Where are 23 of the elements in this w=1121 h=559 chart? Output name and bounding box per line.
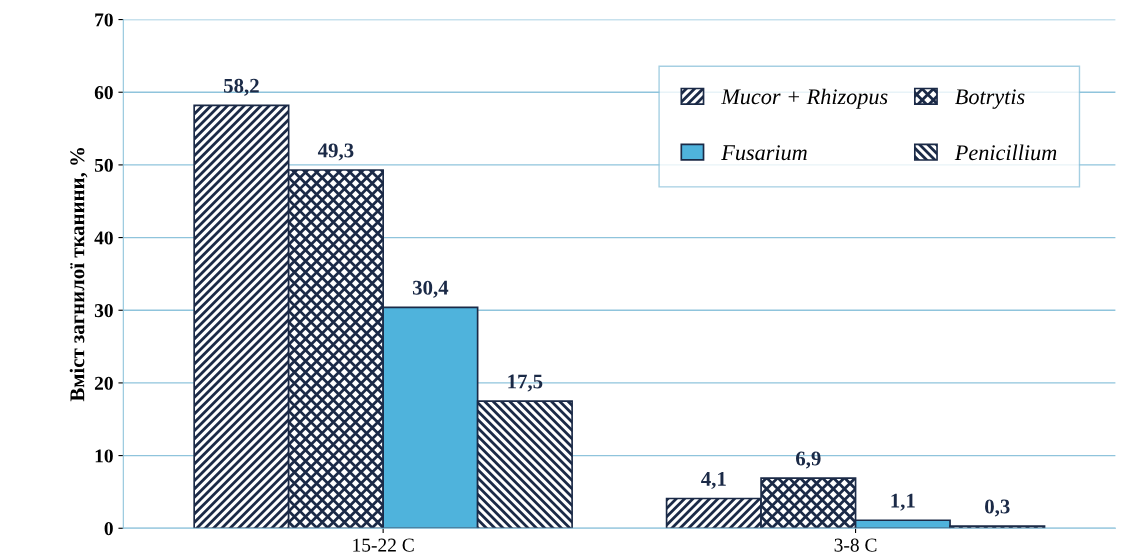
- y-tick-label: 60: [94, 86, 113, 100]
- y-axis-title: Вміст загнилої тканини, %: [69, 148, 88, 402]
- legend-label: Fusarium: [721, 145, 807, 161]
- data-label: 6,9: [796, 451, 821, 469]
- data-label: 49,3: [317, 143, 354, 161]
- data-label: 17,5: [508, 374, 543, 392]
- x-tick-label: 15-22 C: [353, 538, 414, 552]
- y-tick-label: 10: [95, 449, 113, 463]
- data-label: 30,4: [412, 280, 449, 298]
- y-tick-label: 20: [94, 376, 113, 390]
- legend-label: Penicillium: [954, 144, 1057, 161]
- legend-label: Mucor + Rhizopus: [721, 88, 888, 109]
- y-tick-label: 0: [104, 522, 113, 536]
- y-tick-label: 70: [95, 13, 113, 27]
- y-tick-label: 30: [94, 304, 113, 318]
- data-label: 0,3: [985, 499, 1010, 517]
- y-tick-label: 50: [94, 158, 113, 172]
- x-tick-label: 3-8 C: [834, 538, 877, 552]
- legend-label: Botrytis: [955, 89, 1025, 109]
- data-label: 58,2: [224, 78, 259, 96]
- data-label: 4,1: [701, 471, 726, 489]
- data-label: 1,1: [891, 493, 915, 511]
- y-tick-label: 40: [94, 231, 113, 245]
